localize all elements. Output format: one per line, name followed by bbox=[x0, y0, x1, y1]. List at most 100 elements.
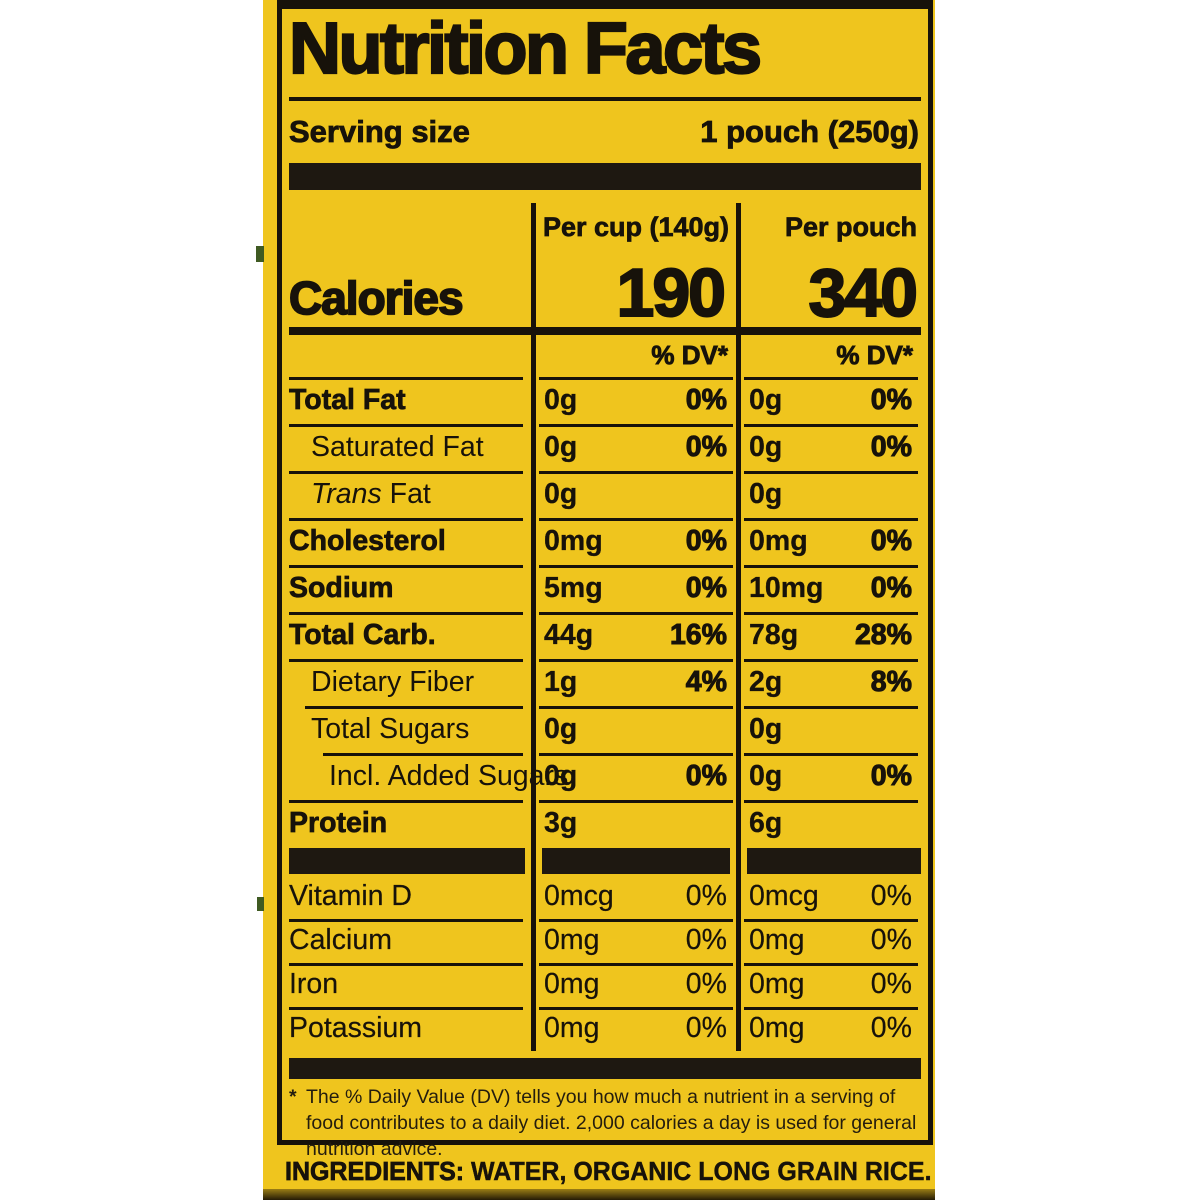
ingredients-line: INGREDIENTS: WATER, ORGANIC LONG GRAIN R… bbox=[285, 1158, 932, 1187]
nutrient-daily-value: 0% bbox=[685, 1012, 727, 1045]
nutrient-name-cell: Potassium bbox=[289, 1006, 531, 1051]
row-divider-rule bbox=[539, 962, 733, 966]
nutrient-amount: 0mg bbox=[544, 968, 600, 1001]
nutrient-amount: 0g bbox=[544, 477, 578, 510]
nutrient-name-cell: Incl. Added Sugars bbox=[289, 752, 568, 800]
nutrient-daily-value: 4% bbox=[685, 665, 727, 698]
column-divider bbox=[736, 202, 741, 1051]
row-divider-rule bbox=[289, 423, 523, 427]
calories-underline bbox=[536, 326, 736, 335]
nutrient-name: Total Fat bbox=[289, 383, 406, 416]
row-divider-rule bbox=[539, 705, 733, 709]
nutrient-amount: 0mg bbox=[544, 924, 600, 957]
nutrient-amount: 0mcg bbox=[749, 880, 819, 913]
nutrient-daily-value: 0% bbox=[685, 880, 727, 913]
nutrient-value-cell: 0mg 0% bbox=[536, 1006, 736, 1051]
nutrient-name: Incl. Added Sugars bbox=[329, 759, 569, 792]
nutrient-amount: 10mg bbox=[749, 571, 824, 604]
column-divider bbox=[531, 202, 536, 1051]
nutrient-daily-value: 28% bbox=[854, 618, 912, 651]
nutrient-value-cell: 6g bbox=[741, 799, 921, 847]
nutrient-name-cell: Total Carb. bbox=[289, 611, 531, 659]
nutrient-amount: 1g bbox=[544, 665, 578, 698]
nutrient-daily-value: 0% bbox=[870, 524, 912, 557]
row-divider-rule bbox=[744, 376, 918, 380]
nutrient-amount: 0mg bbox=[749, 524, 808, 557]
calories-label: Calories bbox=[288, 271, 464, 325]
nutrition-facts-box: Nutrition Facts Serving size 1 pouch (25… bbox=[277, 0, 933, 1160]
nutrient-value-cell: 0mcg 0% bbox=[741, 875, 921, 919]
nutrient-name: Dietary Fiber bbox=[311, 665, 475, 698]
nutrient-amount: 0g bbox=[749, 430, 783, 463]
row-divider-rule bbox=[323, 752, 523, 756]
nutrition-facts-title: Nutrition Facts bbox=[288, 9, 763, 89]
nutrient-value-cell: 78g 28% bbox=[741, 611, 921, 659]
nutrient-amount: 0mg bbox=[749, 924, 805, 957]
nutrient-daily-value: 0% bbox=[870, 924, 912, 957]
section-divider-bar bbox=[289, 162, 921, 190]
nutrient-value-cell: 3g bbox=[536, 799, 736, 847]
nutrient-amount: 0g bbox=[749, 477, 783, 510]
segmented-divider-bar bbox=[747, 847, 921, 874]
row-divider-rule bbox=[744, 799, 918, 803]
nutrient-amount: 0g bbox=[544, 712, 578, 745]
nutrient-value-cell: 0g 0% bbox=[536, 752, 736, 800]
segmented-divider-bar-cell bbox=[741, 847, 921, 875]
row-divider-rule bbox=[289, 658, 523, 662]
nutrient-amount: 0mcg bbox=[544, 880, 614, 913]
percent-dv-header: % DV* bbox=[651, 340, 728, 371]
daily-value-footnote: * The % Daily Value (DV) tells you how m… bbox=[289, 1085, 921, 1163]
nutrient-name-cell: Iron bbox=[289, 962, 531, 1007]
percent-dv-header: % DV* bbox=[836, 340, 913, 371]
package-edge-artifact bbox=[257, 897, 264, 911]
nutrient-value-cell: 0mg 0% bbox=[536, 918, 736, 963]
nutrient-amount: 0mg bbox=[749, 968, 805, 1001]
footnote-text: The % Daily Value (DV) tells you how muc… bbox=[306, 1085, 917, 1160]
nutrient-value-cell: 44g 16% bbox=[536, 611, 736, 659]
nutrient-name: Trans Fat bbox=[311, 477, 431, 510]
nutrient-name-cell: Vitamin D bbox=[289, 875, 531, 919]
row-divider-rule bbox=[289, 611, 523, 615]
row-divider-rule bbox=[744, 705, 918, 709]
ingredients-label: INGREDIENTS: bbox=[285, 1158, 465, 1187]
row-divider-rule bbox=[289, 918, 523, 922]
row-divider-rule bbox=[744, 611, 918, 615]
row-divider-rule bbox=[744, 918, 918, 922]
nutrient-value-cell: 0g 0% bbox=[741, 423, 921, 471]
nutrient-name: Iron bbox=[289, 968, 339, 1001]
nutrient-daily-value: 0% bbox=[870, 880, 912, 913]
nutrient-name: Saturated Fat bbox=[311, 430, 484, 463]
row-divider-rule bbox=[289, 1006, 523, 1010]
per-cup-header: Per cup (140g) bbox=[542, 211, 730, 242]
footnote-asterisk: * bbox=[289, 1085, 297, 1108]
row-divider-rule bbox=[744, 752, 918, 756]
nutrient-value-cell: 1g 4% bbox=[536, 658, 736, 706]
nutrient-value-cell: 10mg 0% bbox=[741, 564, 921, 612]
row-divider-rule bbox=[289, 517, 523, 521]
calories-per-pouch-value: 340 bbox=[808, 254, 919, 331]
row-divider-rule bbox=[289, 564, 523, 568]
nutrient-daily-value: 0% bbox=[870, 571, 912, 604]
nutrient-value-cell: 0g bbox=[536, 470, 736, 518]
package-edge-artifact bbox=[256, 246, 264, 262]
row-divider-rule bbox=[744, 962, 918, 966]
row-divider-rule bbox=[744, 470, 918, 474]
nutrient-value-cell: 0mcg 0% bbox=[536, 875, 736, 919]
nutrient-daily-value: 0% bbox=[870, 759, 912, 792]
nutrient-name-cell: Cholesterol bbox=[289, 517, 531, 565]
nutrient-name-cell: Trans Fat bbox=[289, 470, 531, 518]
nutrient-amount: 0g bbox=[749, 759, 783, 792]
nutrient-value-cell: 0g bbox=[741, 705, 921, 753]
calories-underline bbox=[741, 326, 921, 335]
row-divider-rule bbox=[539, 1006, 733, 1010]
nutrient-daily-value: 0% bbox=[685, 430, 727, 463]
nutrient-name: Calcium bbox=[289, 924, 392, 957]
row-divider-rule bbox=[289, 470, 523, 474]
nutrient-value-cell: 0g bbox=[741, 470, 921, 518]
nutrient-name: Total Sugars bbox=[311, 712, 470, 745]
row-divider-rule bbox=[539, 517, 733, 521]
nutrient-value-cell: 0g 0% bbox=[536, 376, 736, 424]
ingredients-text: WATER, ORGANIC LONG GRAIN RICE. bbox=[471, 1158, 932, 1186]
nutrient-amount: 0g bbox=[544, 430, 578, 463]
